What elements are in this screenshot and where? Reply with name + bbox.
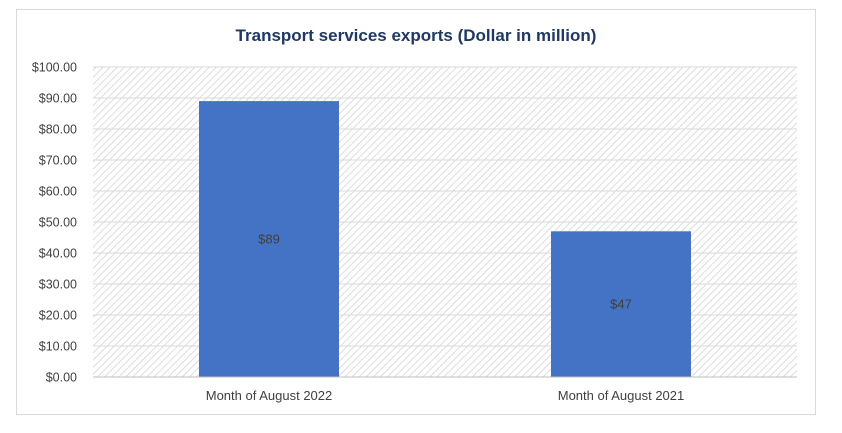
chart-title: Transport services exports (Dollar in mi… — [236, 26, 597, 45]
y-axis-tick-labels: $0.00 $10.00 $20.00 $30.00 $40.00 $50.00 $60.0… — [32, 61, 77, 385]
y-tick-label: $60.00 — [39, 185, 77, 199]
bar — [199, 101, 339, 377]
y-tick-label: $80.00 — [39, 123, 77, 137]
y-tick-label: $0.00 — [46, 371, 77, 385]
data-label: $47 — [610, 297, 632, 312]
bars — [199, 101, 691, 377]
data-labels: $89 $47 — [258, 232, 632, 312]
category-label: Month of August 2021 — [558, 388, 684, 403]
y-tick-label: $30.00 — [39, 278, 77, 292]
y-tick-label: $70.00 — [39, 154, 77, 168]
y-tick-label: $10.00 — [39, 340, 77, 354]
y-tick-label: $100.00 — [32, 61, 77, 75]
y-tick-label: $20.00 — [39, 309, 77, 323]
data-label: $89 — [258, 232, 280, 247]
bar — [551, 231, 691, 377]
y-tick-label: $40.00 — [39, 247, 77, 261]
y-tick-label: $50.00 — [39, 216, 77, 230]
y-tick-label: $90.00 — [39, 92, 77, 106]
x-axis-category-labels: Month of August 2022 Month of August 2021 — [206, 388, 684, 403]
category-label: Month of August 2022 — [206, 388, 332, 403]
